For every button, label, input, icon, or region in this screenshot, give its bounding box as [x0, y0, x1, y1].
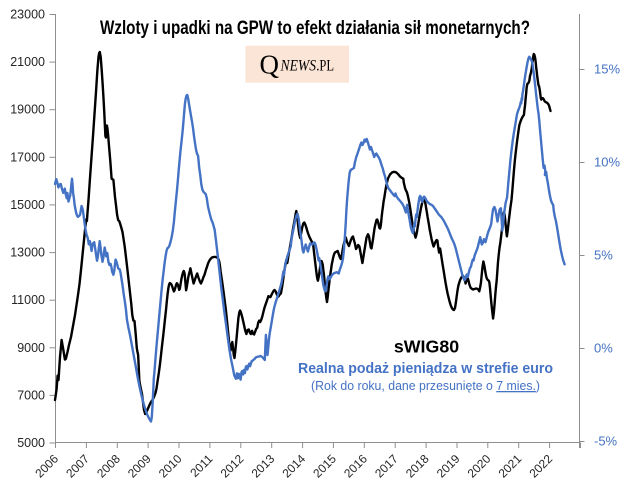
- svg-text:.PL: .PL: [316, 57, 334, 74]
- svg-text:23000: 23000: [10, 8, 45, 22]
- svg-text:15000: 15000: [10, 198, 45, 212]
- svg-text:13000: 13000: [10, 246, 45, 260]
- svg-text:17000: 17000: [10, 150, 45, 164]
- svg-text:5000: 5000: [17, 436, 45, 450]
- svg-text:Wzloty i upadki na GPW to efek: Wzloty i upadki na GPW to efekt działani…: [100, 18, 530, 39]
- svg-text:10%: 10%: [594, 155, 620, 170]
- svg-text:15%: 15%: [594, 62, 620, 77]
- svg-text:11000: 11000: [11, 293, 45, 307]
- svg-text:19000: 19000: [10, 103, 45, 117]
- svg-text:sWIG80: sWIG80: [394, 337, 459, 357]
- svg-text:Realna podaż pieniądza w stref: Realna podaż pieniądza w strefie euro: [298, 361, 553, 377]
- svg-text:5%: 5%: [594, 248, 613, 263]
- svg-text:(Rok do roku, dane przesunięte: (Rok do roku, dane przesunięte o 7 mies.…: [311, 378, 540, 393]
- svg-text:-5%: -5%: [594, 434, 618, 449]
- svg-text:7000: 7000: [17, 388, 45, 402]
- svg-text:0%: 0%: [594, 341, 613, 356]
- svg-text:Q: Q: [260, 50, 280, 80]
- svg-text:NEWS: NEWS: [280, 57, 317, 74]
- svg-text:9000: 9000: [17, 341, 45, 355]
- svg-text:21000: 21000: [10, 55, 45, 69]
